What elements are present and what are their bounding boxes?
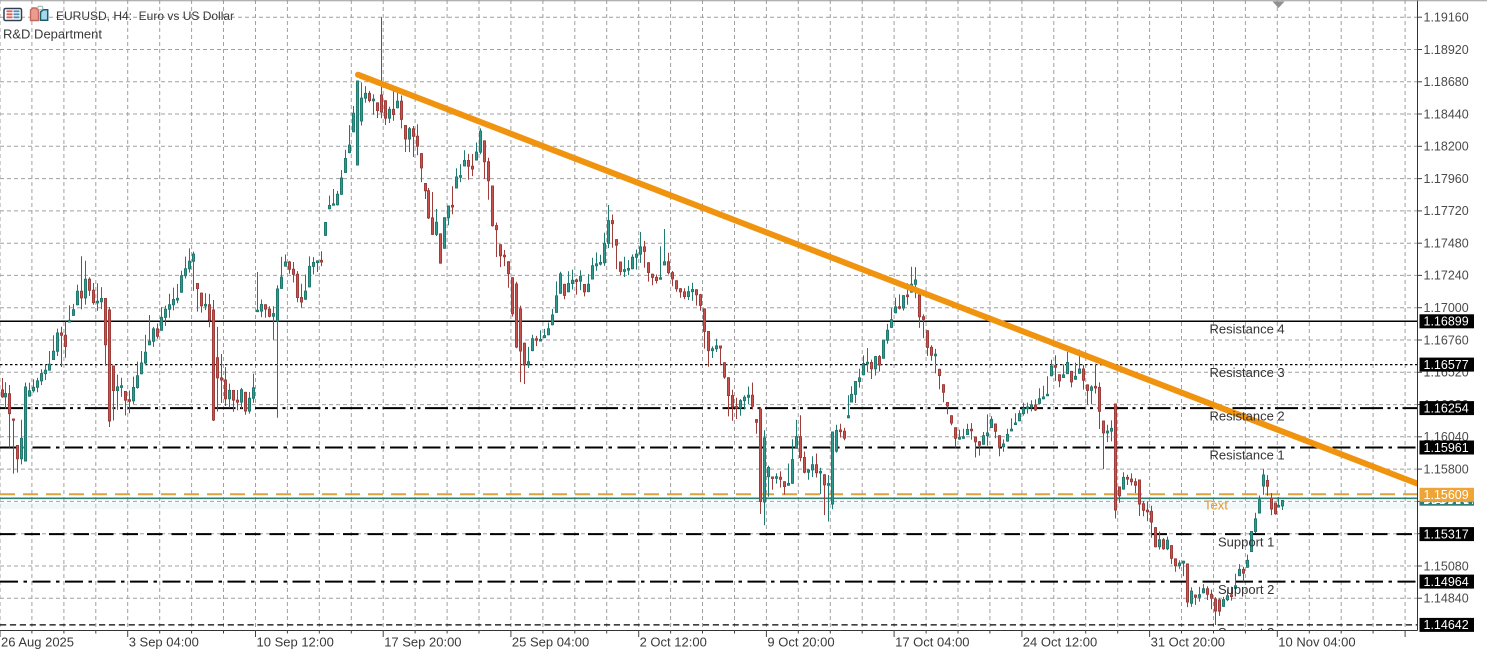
svg-text:1.17720: 1.17720 xyxy=(1424,204,1469,218)
svg-text:R&D Department: R&D Department xyxy=(3,27,102,42)
svg-text:1.14642: 1.14642 xyxy=(1424,618,1469,632)
svg-text:Resistance 1: Resistance 1 xyxy=(1210,448,1285,463)
svg-text:1.18200: 1.18200 xyxy=(1424,140,1469,154)
svg-text:26 Aug 2025: 26 Aug 2025 xyxy=(1,635,74,650)
svg-text:31 Oct 20:00: 31 Oct 20:00 xyxy=(1151,635,1225,650)
svg-text:1.18680: 1.18680 xyxy=(1424,75,1469,89)
svg-text:10 Sep 12:00: 10 Sep 12:00 xyxy=(257,635,334,650)
svg-text:1.14964: 1.14964 xyxy=(1424,575,1469,589)
svg-text:1.19160: 1.19160 xyxy=(1424,11,1469,25)
svg-text:1.16760: 1.16760 xyxy=(1424,333,1469,347)
svg-text:Text: Text xyxy=(1204,497,1228,512)
svg-text:1.18440: 1.18440 xyxy=(1424,107,1469,121)
svg-text:1.17960: 1.17960 xyxy=(1424,172,1469,186)
svg-text:1.15317: 1.15317 xyxy=(1424,527,1469,541)
svg-text:1.15800: 1.15800 xyxy=(1424,462,1469,476)
svg-text:1.16254: 1.16254 xyxy=(1424,401,1469,415)
svg-text:1.18920: 1.18920 xyxy=(1424,43,1469,57)
svg-text:1.17480: 1.17480 xyxy=(1424,237,1469,251)
svg-text:EURUSD, H4: Euro vs US Dollar: EURUSD, H4: Euro vs US Dollar xyxy=(56,9,234,23)
svg-text:9 Oct 20:00: 9 Oct 20:00 xyxy=(767,635,834,650)
svg-text:2 Oct 12:00: 2 Oct 12:00 xyxy=(640,635,707,650)
svg-text:Resistance 3: Resistance 3 xyxy=(1210,365,1285,380)
svg-text:25 Sep 04:00: 25 Sep 04:00 xyxy=(512,635,589,650)
svg-text:3 Sep 04:00: 3 Sep 04:00 xyxy=(129,635,199,650)
svg-text:1.17000: 1.17000 xyxy=(1424,301,1469,315)
svg-text:17 Oct 04:00: 17 Oct 04:00 xyxy=(895,635,969,650)
svg-text:1.15080: 1.15080 xyxy=(1424,559,1469,573)
svg-text:24 Oct 12:00: 24 Oct 12:00 xyxy=(1023,635,1097,650)
svg-text:Support 2: Support 2 xyxy=(1218,582,1274,597)
svg-text:Support 3: Support 3 xyxy=(1218,625,1274,640)
svg-text:10 Nov 04:00: 10 Nov 04:00 xyxy=(1278,635,1355,650)
svg-text:1.16577: 1.16577 xyxy=(1424,358,1469,372)
svg-text:1.16899: 1.16899 xyxy=(1424,315,1469,329)
svg-text:17 Sep 20:00: 17 Sep 20:00 xyxy=(384,635,461,650)
svg-text:Support 1: Support 1 xyxy=(1218,534,1274,549)
svg-text:1.14840: 1.14840 xyxy=(1424,592,1469,606)
svg-text:1.17240: 1.17240 xyxy=(1424,269,1469,283)
svg-text:Resistance 2: Resistance 2 xyxy=(1210,408,1285,423)
svg-text:Resistance 4: Resistance 4 xyxy=(1210,322,1285,337)
svg-text:1.15961: 1.15961 xyxy=(1424,441,1469,455)
svg-text:1.15609: 1.15609 xyxy=(1424,488,1469,502)
